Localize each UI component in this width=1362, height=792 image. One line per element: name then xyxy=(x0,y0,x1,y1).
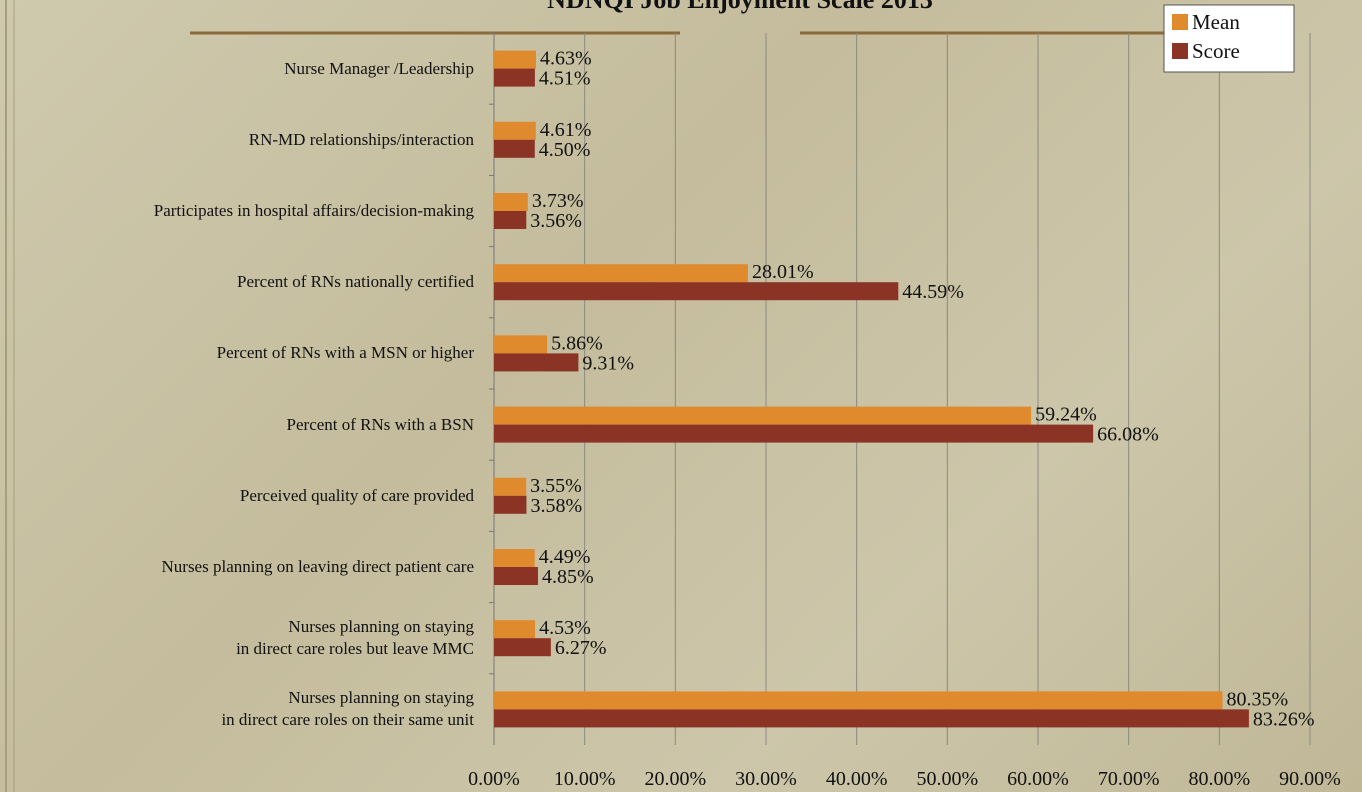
y-tick-label: Percent of RNs with a BSN xyxy=(0,414,474,436)
bar xyxy=(494,140,535,158)
x-tick-label: 20.00% xyxy=(644,768,706,790)
value-label: 3.56% xyxy=(530,210,582,232)
chart-title: NDNQI Job Enjoyment Scale 2013 xyxy=(547,0,933,14)
bar xyxy=(494,425,1093,443)
y-tick-label: Nurse Manager /Leadership xyxy=(0,58,474,80)
x-tick-label: 60.00% xyxy=(1007,768,1069,790)
value-label: 4.53% xyxy=(539,617,591,639)
value-label: 4.51% xyxy=(539,68,591,90)
bar xyxy=(494,478,526,496)
bar xyxy=(494,407,1031,425)
value-label: 6.27% xyxy=(555,637,607,659)
y-tick-label: Nurses planning on staying in direct car… xyxy=(0,687,474,731)
value-label: 5.86% xyxy=(551,332,603,354)
bar xyxy=(494,211,526,229)
bar xyxy=(494,620,535,638)
value-label: 28.01% xyxy=(752,261,814,283)
x-tick-label: 50.00% xyxy=(916,768,978,790)
value-label: 59.24% xyxy=(1035,404,1097,426)
x-tick-label: 10.00% xyxy=(554,768,616,790)
bar xyxy=(494,567,538,585)
value-label: 4.61% xyxy=(540,119,592,141)
value-label: 3.58% xyxy=(530,495,582,517)
value-label: 9.31% xyxy=(582,352,634,374)
y-tick-label: Perceived quality of care provided xyxy=(0,485,474,507)
legend-label: Score xyxy=(1192,39,1240,63)
bar xyxy=(494,122,536,140)
x-tick-label: 70.00% xyxy=(1098,768,1160,790)
legend-label: Mean xyxy=(1192,10,1240,34)
y-tick-label: RN-MD relationships/interaction xyxy=(0,129,474,151)
value-label: 3.73% xyxy=(532,190,584,212)
value-label: 3.55% xyxy=(530,475,582,497)
x-tick-label: 30.00% xyxy=(735,768,797,790)
chart: NDNQI Job Enjoyment Scale 2013 0.00% 10.0… xyxy=(0,0,1362,792)
bar xyxy=(494,691,1223,709)
x-tick-label: 0.00% xyxy=(468,768,520,790)
value-label: 4.50% xyxy=(539,139,591,161)
value-label: 44.59% xyxy=(902,281,964,303)
y-tick-label: Percent of RNs with a MSN or higher xyxy=(0,342,474,364)
page: NDNQI Job Enjoyment Scale 2013 0.00% 10.0… xyxy=(0,0,1362,792)
value-label: 4.85% xyxy=(542,566,594,588)
y-tick-label: Nurses planning on leaving direct patien… xyxy=(0,556,474,578)
legend: Mean Score xyxy=(1164,5,1294,72)
bar xyxy=(494,638,551,656)
x-tick-label: 80.00% xyxy=(1188,768,1250,790)
bar xyxy=(494,496,526,514)
bar xyxy=(494,282,898,300)
bar xyxy=(494,264,748,282)
x-tick-label: 90.00% xyxy=(1279,768,1341,790)
bar xyxy=(494,193,528,211)
value-label: 66.08% xyxy=(1097,424,1159,446)
legend-swatch xyxy=(1172,14,1188,30)
bar xyxy=(494,51,536,69)
legend-swatch xyxy=(1172,43,1188,59)
y-tick-label: Nurses planning on staying in direct car… xyxy=(0,616,474,660)
value-label: 80.35% xyxy=(1227,688,1289,710)
value-label: 4.49% xyxy=(539,546,591,568)
bar xyxy=(494,353,578,371)
bar xyxy=(494,549,535,567)
bar xyxy=(494,335,547,353)
bar xyxy=(494,709,1249,727)
x-tick-label: 40.00% xyxy=(826,768,888,790)
value-label: 4.63% xyxy=(540,48,592,70)
y-tick-label: Participates in hospital affairs/decisio… xyxy=(0,200,474,222)
y-tick-label: Percent of RNs nationally certified xyxy=(0,271,474,293)
bar xyxy=(494,69,535,87)
value-label: 83.26% xyxy=(1253,708,1315,730)
